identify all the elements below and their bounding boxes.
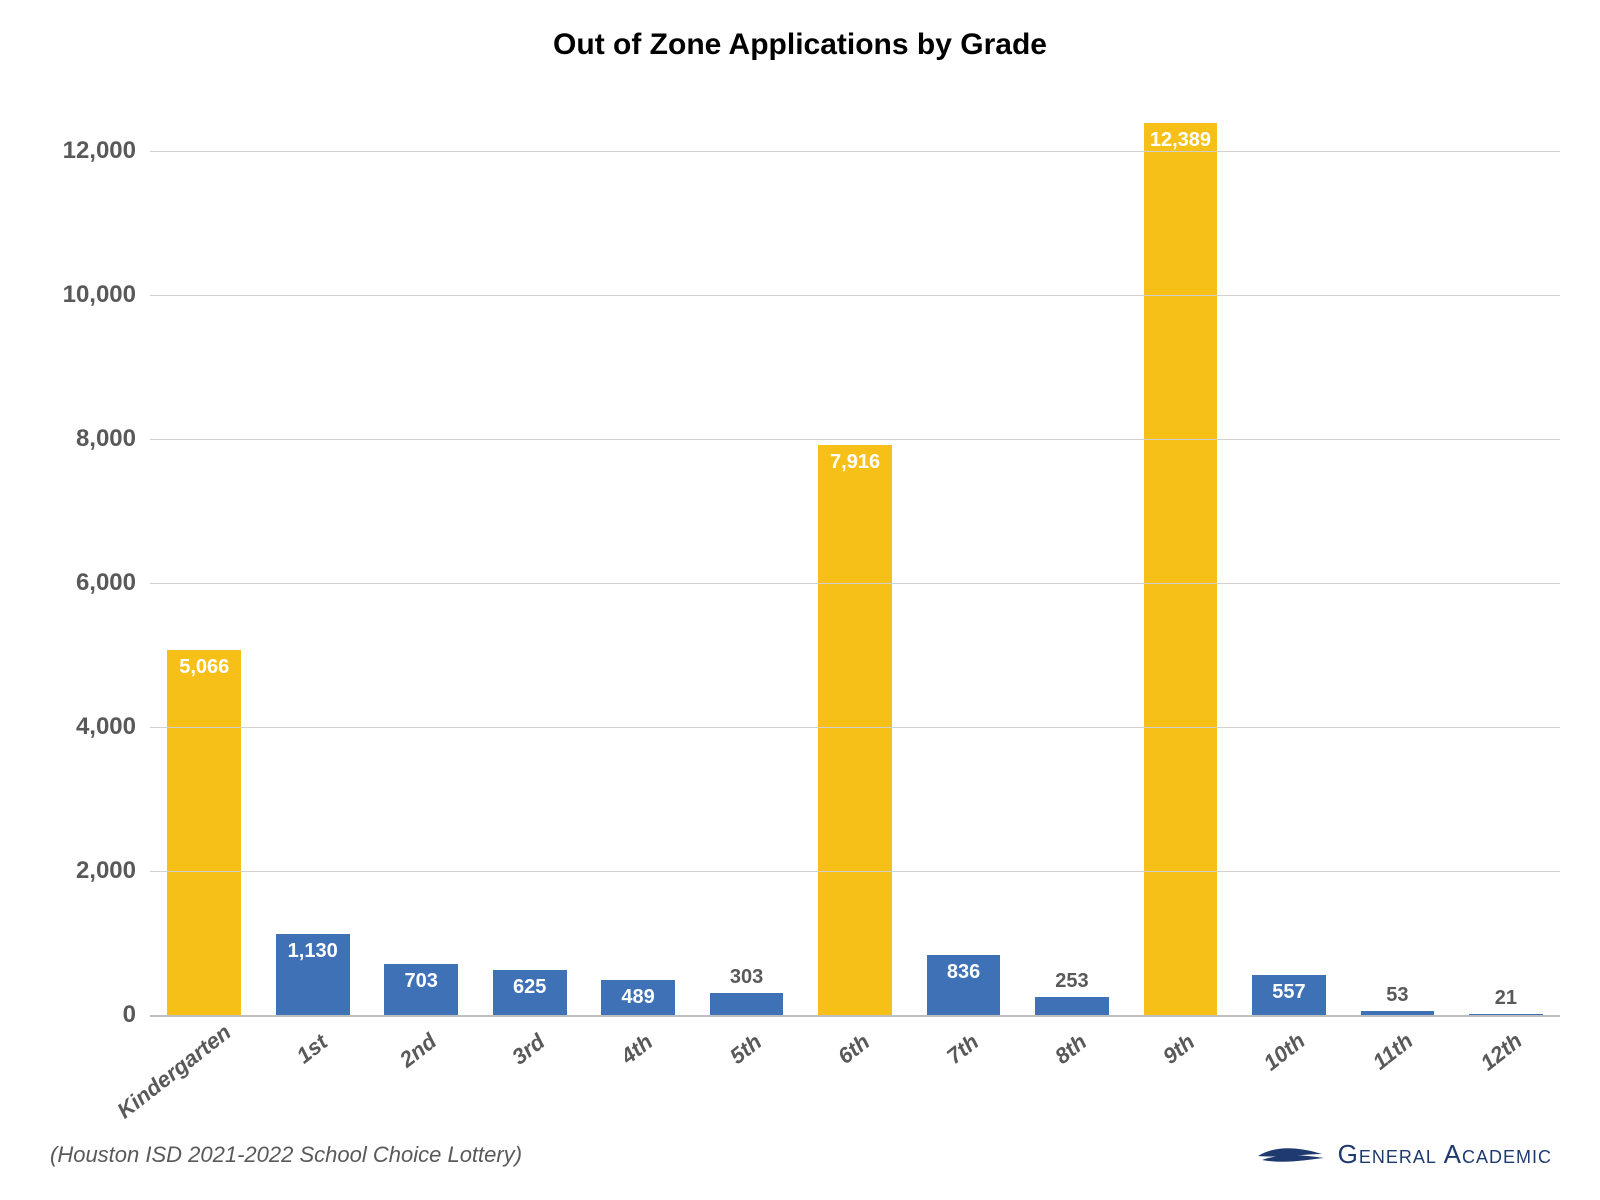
x-label-slot: 4th <box>584 1020 692 1140</box>
x-label-slot: 6th <box>801 1020 909 1140</box>
y-tick-label: 10,000 <box>63 281 136 309</box>
brand-logo-icon <box>1256 1142 1326 1168</box>
bar-value-label: 557 <box>1252 981 1326 1004</box>
y-tick-label: 2,000 <box>76 857 136 885</box>
x-label-slot: 12th <box>1452 1020 1560 1140</box>
bar: 303 <box>710 993 784 1015</box>
bar-value-label: 625 <box>493 976 567 999</box>
x-axis-labels: Kindergarten 1st 2nd 3rd 4th 5th 6th 7th 8th 9th 1… <box>150 1020 1560 1140</box>
bar: 625 <box>493 970 567 1015</box>
footnote-text: (Houston ISD 2021-2022 School Choice Lot… <box>50 1142 522 1168</box>
bar-slot: 5,066 <box>150 115 258 1015</box>
bar-value-label: 489 <box>601 986 675 1009</box>
bar-slot: 53 <box>1343 115 1451 1015</box>
bar: 7,916 <box>818 445 892 1015</box>
x-tick-label: 6th <box>833 1029 875 1070</box>
bar-slot: 303 <box>692 115 800 1015</box>
bar-slot: 253 <box>1018 115 1126 1015</box>
x-tick-label: 5th <box>724 1029 766 1070</box>
x-tick-label: 7th <box>941 1029 983 1070</box>
bars-group: 5,066 1,130 703 625 489 303 7,916 836 253 12,389 5… <box>150 115 1560 1015</box>
bar-value-label: 836 <box>927 961 1001 984</box>
bar-value-label: 53 <box>1361 984 1435 1007</box>
bar-slot: 1,130 <box>258 115 366 1015</box>
y-tick-label: 6,000 <box>76 569 136 597</box>
bar-value-label: 5,066 <box>167 656 241 679</box>
y-tick-label: 8,000 <box>76 425 136 453</box>
x-tick-label: 3rd <box>507 1029 550 1071</box>
x-label-slot: 1st <box>258 1020 366 1140</box>
bar-slot: 557 <box>1235 115 1343 1015</box>
bar-value-label: 7,916 <box>818 451 892 474</box>
grid-line <box>150 727 1560 728</box>
x-label-slot: 10th <box>1235 1020 1343 1140</box>
x-tick-label: 8th <box>1050 1029 1092 1070</box>
bar: 489 <box>601 980 675 1015</box>
chart-title: Out of Zone Applications by Grade <box>0 28 1600 62</box>
x-label-slot: 11th <box>1343 1020 1451 1140</box>
grid-line <box>150 439 1560 440</box>
chart-container: Out of Zone Applications by Grade 5,066 1… <box>0 0 1600 1200</box>
bar: 1,130 <box>276 934 350 1015</box>
grid-line <box>150 871 1560 872</box>
grid-line <box>150 151 1560 152</box>
bar-slot: 21 <box>1452 115 1560 1015</box>
x-label-slot: 5th <box>692 1020 800 1140</box>
brand: General Academic <box>1256 1139 1552 1170</box>
bar-slot: 7,916 <box>801 115 909 1015</box>
bar-slot: 703 <box>367 115 475 1015</box>
x-tick-label: 4th <box>616 1029 658 1070</box>
bar-value-label: 303 <box>710 966 784 989</box>
bar: 557 <box>1252 975 1326 1015</box>
bar-value-label: 253 <box>1035 970 1109 993</box>
bar-slot: 489 <box>584 115 692 1015</box>
grid-line <box>150 295 1560 296</box>
x-axis-line <box>150 1015 1560 1017</box>
bar-value-label: 12,389 <box>1144 129 1218 152</box>
x-label-slot: 9th <box>1126 1020 1234 1140</box>
x-tick-label: 2nd <box>395 1028 442 1073</box>
bar-value-label: 21 <box>1469 987 1543 1010</box>
bar: 12,389 <box>1144 123 1218 1015</box>
x-tick-label: 11th <box>1368 1028 1418 1075</box>
x-tick-label: 10th <box>1259 1028 1311 1076</box>
x-tick-label: Kindergarten <box>113 1019 237 1124</box>
x-label-slot: 8th <box>1018 1020 1126 1140</box>
y-tick-label: 4,000 <box>76 713 136 741</box>
bar: 836 <box>927 955 1001 1015</box>
brand-text: General Academic <box>1338 1139 1552 1170</box>
bar: 703 <box>384 964 458 1015</box>
x-tick-label: 9th <box>1158 1029 1200 1070</box>
y-tick-label: 0 <box>123 1001 136 1029</box>
x-label-slot: 2nd <box>367 1020 475 1140</box>
bar-value-label: 703 <box>384 970 458 993</box>
x-tick-label: 1st <box>291 1029 332 1069</box>
y-tick-label: 12,000 <box>63 137 136 165</box>
x-label-slot: 7th <box>909 1020 1017 1140</box>
grid-line <box>150 583 1560 584</box>
x-label-slot: Kindergarten <box>150 1020 258 1140</box>
bar-slot: 625 <box>475 115 583 1015</box>
x-tick-label: 12th <box>1476 1028 1528 1076</box>
bar-value-label: 1,130 <box>276 940 350 963</box>
bar-slot: 836 <box>909 115 1017 1015</box>
bar-slot: 12,389 <box>1126 115 1234 1015</box>
bar: 5,066 <box>167 650 241 1015</box>
plot-area: 5,066 1,130 703 625 489 303 7,916 836 253 12,389 5… <box>150 115 1560 1015</box>
bar: 253 <box>1035 997 1109 1015</box>
x-label-slot: 3rd <box>475 1020 583 1140</box>
